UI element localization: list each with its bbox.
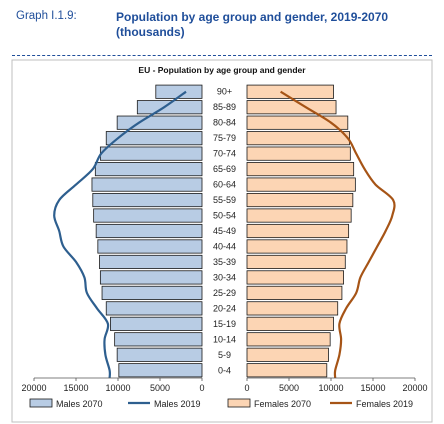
bar-males-2070-40-44 [97,239,203,254]
legend-item: Females 2070 [227,398,311,409]
tick-label-right: 15000 [360,383,385,393]
bar-females-2070-75-79 [246,131,350,146]
bar-males-2070-80-84 [116,115,203,130]
tick-label-left: 10000 [105,383,130,393]
bar-males-2070-5-9 [116,347,203,362]
tick-labels: 20000 15000 10000 5000 0 0 5000 10000 15000 20000 [21,383,427,393]
legend-item: Males 2019 [128,399,201,409]
age-label: 80-84 [213,118,236,128]
bar-females-2070-15-19 [246,316,334,331]
age-label: 40-44 [213,241,236,251]
age-labels: 0-4 5-9 10-14 15-19 20-24 25-29 30-34 35-39 40-4… [213,87,236,376]
age-label: 15-19 [213,319,236,329]
bar-males-2070-35-39 [99,254,203,270]
age-label: 35-39 [213,257,236,267]
bar-females-2070-60-64 [246,177,356,192]
bar-females-2070-55-59 [246,192,354,208]
page-title: Population by age group and gender, 2019… [116,10,389,39]
legend-label: Males 2070 [56,399,103,409]
bar-females-2070-80-84 [246,115,349,130]
tick-label-right: 5000 [279,383,299,393]
age-label: 65-69 [213,164,236,174]
legend-label: Females 2070 [254,399,311,409]
tick-label-left: 0 [199,383,204,393]
bar-males-2070-10-14 [114,332,203,347]
legend-item: Males 2070 [29,398,103,409]
graph-label: Graph I.1.9: [16,10,77,22]
age-label: 45-49 [213,226,236,236]
bar-males-2070-65-69 [94,162,203,177]
legend: Males 2070 Males 2019 Females 2070 Females … [29,398,413,409]
age-label: 30-34 [213,272,236,282]
age-label: 60-64 [213,180,236,190]
age-label: 20-24 [213,303,236,313]
tick-label-left: 15000 [63,383,88,393]
lines [53,90,396,379]
bar-females-2070-30-34 [246,270,344,285]
age-label: 55-59 [213,195,236,205]
legend-label: Females 2019 [356,399,413,409]
bar-males-2070-85-89 [136,100,203,115]
age-label: 50-54 [213,211,236,221]
age-label: 85-89 [213,102,236,112]
bar-males-2070-90+ [155,84,203,99]
tick-label-right: 20000 [402,383,427,393]
legend-swatch [227,398,251,408]
bar-males-2070-45-49 [95,223,203,239]
bar-females-2070-50-54 [246,208,352,223]
bar-females-2070-85-89 [246,100,337,115]
bar-males-2070-50-54 [93,208,203,223]
bar-males-2070-20-24 [105,301,203,316]
bar-males-2070-15-19 [110,316,203,331]
bar-females-2070-25-29 [246,285,343,300]
age-label: 70-74 [213,149,236,159]
bar-males-2070-55-59 [92,192,203,208]
bar-females-2070-0-4 [246,363,328,378]
bar-males-2070-75-79 [105,131,203,146]
age-label: 10-14 [213,334,236,344]
bar-males-2070-70-74 [99,146,203,161]
bar-males-2070-60-64 [91,177,203,192]
chart-frame [11,59,433,423]
age-label: 5-9 [218,350,231,360]
title-divider [12,55,432,56]
bar-females-2070-5-9 [246,347,329,362]
tick-label-right: 10000 [318,383,343,393]
bar-females-2070-10-14 [246,332,331,347]
bar-females-2070-70-74 [246,146,351,161]
age-label: 75-79 [213,133,236,143]
bar-females-2070-45-49 [246,223,350,239]
bar-males-2070-30-34 [99,270,203,285]
legend-item: Females 2019 [330,399,413,409]
age-label: 90+ [217,87,232,97]
bar-females-2070-40-44 [246,239,348,254]
bar-females-2070-35-39 [246,254,346,270]
bar-females-2070-20-24 [246,301,339,316]
header: Graph I.1.9: Population by age group and… [6,4,436,44]
bar-males-2070-25-29 [101,285,203,300]
line-males-2019 [53,90,187,379]
legend-label: Males 2019 [154,399,201,409]
axes [33,377,416,381]
bars [91,84,356,378]
age-label: 25-29 [213,288,236,298]
tick-label-left: 5000 [150,383,170,393]
tick-label-left: 20000 [21,383,46,393]
bar-females-2070-65-69 [246,162,355,177]
bar-males-2070-0-4 [118,363,203,378]
age-label: 0-4 [218,365,231,375]
chart-title: EU - Population by age group and gender [138,65,306,75]
legend-swatch [29,398,53,408]
tick-label-right: 0 [244,383,249,393]
line-females-2019 [280,90,396,379]
